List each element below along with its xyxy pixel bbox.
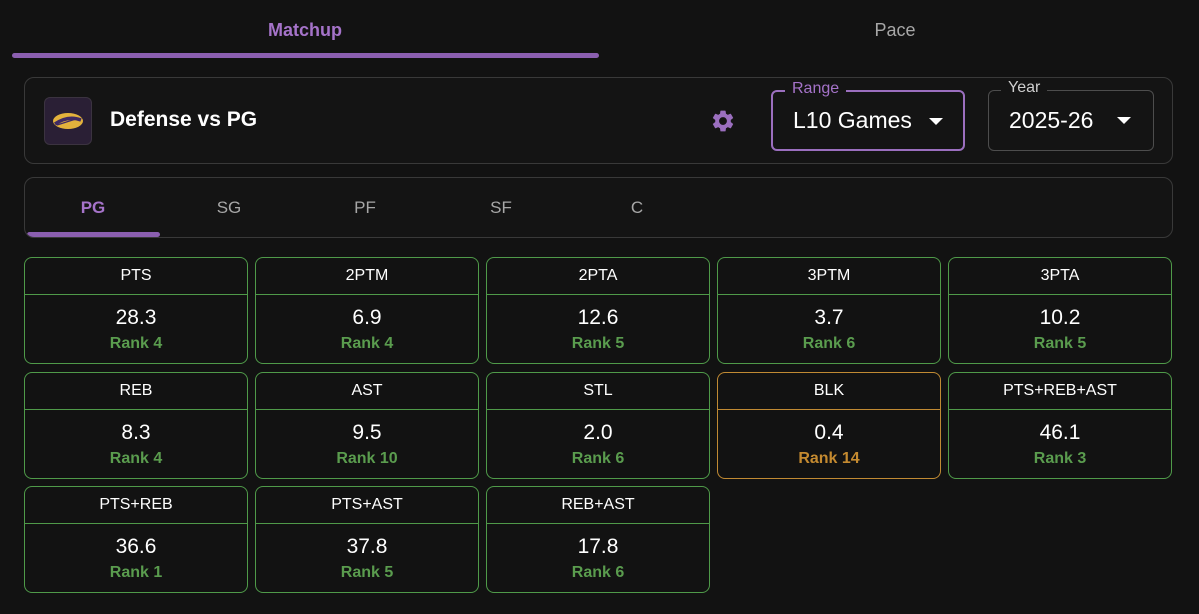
stat-card: PTS 28.3 Rank 4 <box>24 257 248 364</box>
year-select[interactable]: Year 2025-26 <box>988 79 1154 151</box>
stat-card: 3PTM 3.7 Rank 6 <box>717 257 941 364</box>
lakers-logo <box>44 97 92 145</box>
stat-label: 3PTA <box>949 258 1171 295</box>
stat-card: STL 2.0 Rank 6 <box>486 372 710 479</box>
stat-label: STL <box>487 373 709 410</box>
stat-label: PTS+REB <box>25 487 247 524</box>
matchup-header-panel: Defense vs PG Range L10 Games Year 2025-… <box>24 77 1173 164</box>
position-tab-sf[interactable]: SF <box>490 197 512 217</box>
stat-value: 46.1 <box>1039 421 1081 444</box>
stat-card: PTS+REB+AST 46.1 Rank 3 <box>948 372 1172 479</box>
position-tabs: PG SG PF SF C <box>24 177 1173 238</box>
stat-label: AST <box>256 373 478 410</box>
range-select-label: Range <box>785 80 847 98</box>
stat-value: 9.5 <box>352 421 382 444</box>
stat-rank: Rank 6 <box>802 335 856 352</box>
stat-value: 0.4 <box>814 421 844 444</box>
position-tab-c[interactable]: C <box>630 197 644 217</box>
stat-card: 2PTA 12.6 Rank 5 <box>486 257 710 364</box>
stat-value: 28.3 <box>115 306 157 329</box>
stat-value: 10.2 <box>1039 306 1081 329</box>
stat-rank: Rank 14 <box>798 450 860 467</box>
stat-rank: Rank 1 <box>109 564 163 581</box>
stat-rank: Rank 5 <box>340 564 394 581</box>
position-tab-pg[interactable]: PG <box>80 197 106 217</box>
stat-value: 3.7 <box>814 306 844 329</box>
stat-card: PTS+REB 36.6 Rank 1 <box>24 486 248 593</box>
stat-value: 6.9 <box>352 306 382 329</box>
stat-value: 36.6 <box>115 535 157 558</box>
position-tab-sg[interactable]: SG <box>216 197 242 217</box>
year-select-label: Year <box>1001 79 1048 97</box>
stat-card: REB 8.3 Rank 4 <box>24 372 248 479</box>
active-position-indicator <box>27 232 160 237</box>
stat-rank: Rank 5 <box>571 335 625 352</box>
range-select-value: L10 Games <box>793 107 912 133</box>
caret-down-icon <box>1117 117 1131 124</box>
stat-label: 2PTA <box>487 258 709 295</box>
range-select[interactable]: Range L10 Games <box>771 80 965 151</box>
stat-label: 3PTM <box>718 258 940 295</box>
stat-value: 2.0 <box>583 421 613 444</box>
stat-rank: Rank 4 <box>340 335 394 352</box>
caret-down-icon <box>929 118 943 125</box>
tab-matchup[interactable]: Matchup <box>268 19 342 40</box>
tab-pace[interactable]: Pace <box>874 19 916 40</box>
stat-label: PTS+REB+AST <box>949 373 1171 410</box>
stat-value: 12.6 <box>577 306 619 329</box>
stat-label: REB <box>25 373 247 410</box>
stat-rank: Rank 3 <box>1033 450 1087 467</box>
stat-card: PTS+AST 37.8 Rank 5 <box>255 486 479 593</box>
stat-label: BLK <box>718 373 940 410</box>
stat-label: PTS <box>25 258 247 295</box>
stat-label: 2PTM <box>256 258 478 295</box>
stat-rank: Rank 6 <box>571 564 625 581</box>
gear-icon[interactable] <box>710 108 736 134</box>
stat-rank: Rank 10 <box>336 450 398 467</box>
stat-rank: Rank 4 <box>109 335 163 352</box>
stat-value: 17.8 <box>577 535 619 558</box>
position-tab-pf[interactable]: PF <box>354 197 376 217</box>
stat-card: REB+AST 17.8 Rank 6 <box>486 486 710 593</box>
stat-rank: Rank 6 <box>571 450 625 467</box>
stat-rank: Rank 5 <box>1033 335 1087 352</box>
stat-card: 3PTA 10.2 Rank 5 <box>948 257 1172 364</box>
page-title: Defense vs PG <box>110 108 258 131</box>
stat-label: REB+AST <box>487 487 709 524</box>
stat-rank: Rank 4 <box>109 450 163 467</box>
active-tab-indicator <box>12 53 599 58</box>
stat-card: 2PTM 6.9 Rank 4 <box>255 257 479 364</box>
stat-value: 8.3 <box>121 421 151 444</box>
stat-label: PTS+AST <box>256 487 478 524</box>
year-select-value: 2025-26 <box>1009 107 1094 133</box>
stat-card-warning: BLK 0.4 Rank 14 <box>717 372 941 479</box>
stat-card: AST 9.5 Rank 10 <box>255 372 479 479</box>
view-tabs: Matchup Pace <box>10 0 1190 60</box>
stat-value: 37.8 <box>346 535 388 558</box>
